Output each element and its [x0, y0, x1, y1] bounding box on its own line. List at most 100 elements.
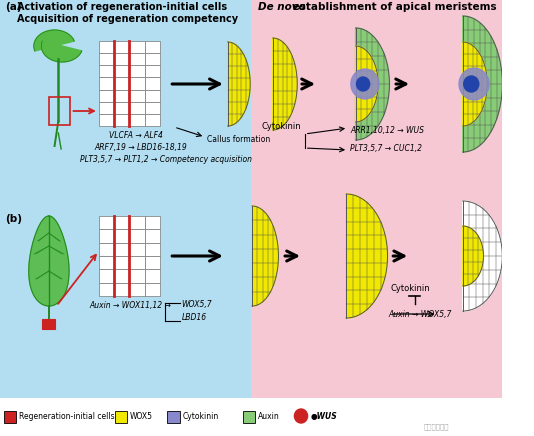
Polygon shape	[463, 201, 502, 311]
Bar	[42, 319, 56, 329]
Bar	[114, 256, 129, 269]
Polygon shape	[463, 42, 487, 126]
Bar	[114, 243, 129, 256]
Bar	[114, 102, 129, 114]
Text: WOX5,7: WOX5,7	[182, 300, 212, 309]
Bar	[114, 65, 129, 78]
Bar	[99, 269, 114, 283]
Bar	[99, 89, 114, 102]
Text: ARF7,19 → LBD16-18,19: ARF7,19 → LBD16-18,19	[94, 143, 187, 152]
Bar	[129, 102, 145, 114]
Bar	[145, 269, 160, 283]
Bar	[145, 102, 160, 114]
Bar	[114, 41, 129, 53]
Bar	[99, 78, 114, 89]
Bar	[0, 398, 502, 436]
Bar	[145, 78, 160, 89]
Text: Cytokinin: Cytokinin	[183, 412, 219, 420]
Bar	[99, 102, 114, 114]
Text: Auxin → WOX5,7: Auxin → WOX5,7	[388, 310, 452, 319]
Bar	[99, 114, 114, 126]
Bar	[129, 41, 145, 53]
Text: PLT3,5,7 → PLT1,2 → Competency acquisition: PLT3,5,7 → PLT1,2 → Competency acquisiti…	[80, 155, 252, 164]
Bar	[129, 256, 145, 269]
Bar	[129, 53, 145, 65]
Text: Auxin → WOX11,12 →: Auxin → WOX11,12 →	[89, 301, 171, 310]
Polygon shape	[463, 16, 502, 152]
Bar	[99, 256, 114, 269]
Bar	[99, 65, 114, 78]
Bar	[99, 283, 114, 296]
Text: Activation of regeneration-initial cells: Activation of regeneration-initial cells	[17, 2, 227, 12]
Bar	[251, 0, 502, 398]
Polygon shape	[42, 41, 82, 62]
Polygon shape	[273, 38, 297, 130]
Bar	[145, 216, 160, 229]
Polygon shape	[29, 216, 69, 306]
Bar	[145, 53, 160, 65]
Bar	[99, 243, 114, 256]
Bar	[99, 229, 114, 243]
Text: 植物器官发生: 植物器官发生	[423, 423, 449, 430]
Bar	[129, 78, 145, 89]
Polygon shape	[34, 30, 74, 51]
Text: Callus formation: Callus formation	[207, 135, 270, 144]
Bar	[114, 78, 129, 89]
Bar	[115, 411, 127, 423]
Polygon shape	[356, 28, 389, 140]
Bar	[242, 411, 255, 423]
Circle shape	[464, 76, 479, 92]
Text: Cytokinin: Cytokinin	[390, 284, 430, 293]
Polygon shape	[346, 194, 388, 318]
Bar	[114, 216, 129, 229]
Text: De novo: De novo	[258, 2, 305, 12]
Bar	[114, 89, 129, 102]
Text: Cytokinin: Cytokinin	[262, 122, 301, 131]
Text: (b): (b)	[5, 214, 22, 224]
Bar	[114, 53, 129, 65]
Polygon shape	[463, 226, 483, 286]
Bar	[4, 411, 16, 423]
Bar	[0, 0, 251, 398]
Bar	[129, 65, 145, 78]
Bar	[99, 216, 114, 229]
Bar	[49, 97, 69, 125]
Text: VLCFA → ALF4: VLCFA → ALF4	[109, 131, 163, 140]
Bar	[129, 114, 145, 126]
Bar	[114, 269, 129, 283]
Bar	[129, 229, 145, 243]
Polygon shape	[356, 46, 378, 122]
Bar	[129, 283, 145, 296]
Bar	[129, 216, 145, 229]
Bar	[145, 256, 160, 269]
Bar	[99, 53, 114, 65]
Text: LBD16: LBD16	[182, 313, 207, 322]
Bar	[145, 243, 160, 256]
Bar	[129, 269, 145, 283]
Text: ARR1,10,12 → WUS: ARR1,10,12 → WUS	[350, 126, 424, 135]
Bar	[145, 114, 160, 126]
Text: WOX5: WOX5	[130, 412, 153, 420]
Bar	[114, 283, 129, 296]
Bar	[114, 229, 129, 243]
Bar	[168, 411, 179, 423]
Circle shape	[357, 77, 370, 91]
Text: Auxin: Auxin	[258, 412, 279, 420]
Text: PLT3,5,7 → CUC1,2: PLT3,5,7 → CUC1,2	[350, 144, 422, 153]
Text: Acquisition of regeneration competency: Acquisition of regeneration competency	[17, 14, 238, 24]
Text: Regeneration-initial cells: Regeneration-initial cells	[19, 412, 114, 420]
Bar	[129, 89, 145, 102]
Bar	[145, 41, 160, 53]
Circle shape	[351, 69, 379, 99]
Bar	[129, 243, 145, 256]
Bar	[99, 41, 114, 53]
Bar	[145, 89, 160, 102]
Polygon shape	[252, 206, 278, 306]
Text: (a): (a)	[5, 2, 21, 12]
Bar	[145, 229, 160, 243]
Bar	[145, 283, 160, 296]
Circle shape	[459, 68, 489, 100]
Polygon shape	[227, 42, 250, 126]
Circle shape	[294, 409, 308, 423]
Bar	[145, 65, 160, 78]
